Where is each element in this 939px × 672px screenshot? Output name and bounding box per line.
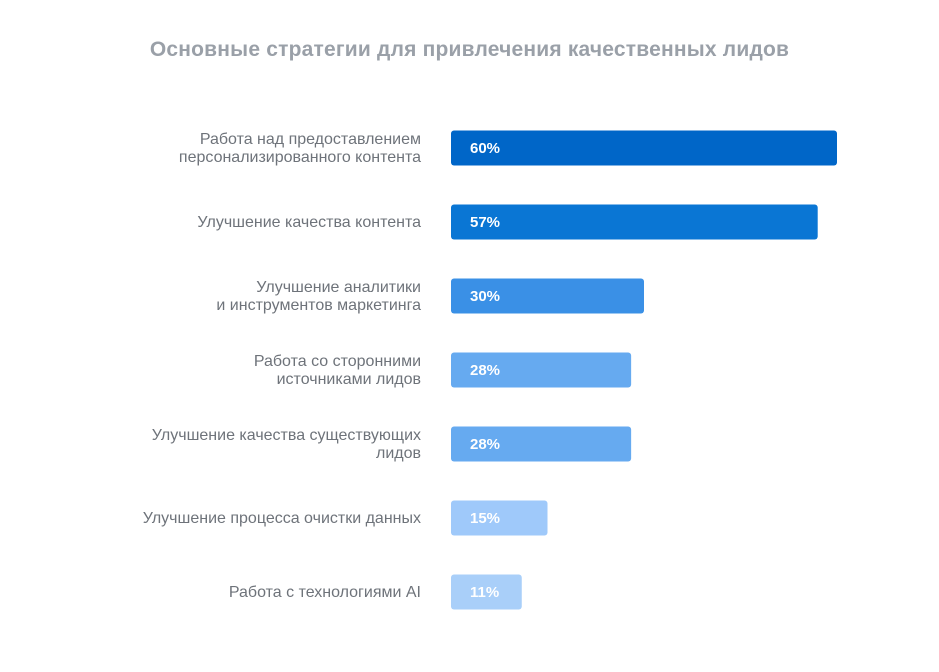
category-label-5-line-2: лидов [376, 445, 421, 462]
category-label-7-line-1: Работа с технологиями AI [229, 584, 421, 601]
bar-value-label-3: 30% [470, 288, 500, 305]
category-label-4-line-1: Работа со сторонними [254, 353, 421, 370]
bar-1 [451, 130, 837, 166]
category-label-6-line-1: Улучшение процесса очистки данных [143, 510, 421, 527]
bar-value-label-5: 28% [470, 436, 500, 453]
category-label-5-line-1: Улучшение качества существующих [152, 427, 421, 444]
category-label-1-line-1: Работа над предоставлением [200, 131, 421, 148]
bar-2 [451, 204, 818, 240]
category-label-3-line-2: и инструментов маркетинга [216, 297, 421, 314]
category-label-2-line-1: Улучшение качества контента [197, 214, 421, 231]
category-label-1-line-2: персонализированного контента [179, 149, 421, 166]
bar-5 [451, 426, 632, 462]
bar-value-label-7: 11% [470, 584, 499, 601]
bar-7 [451, 574, 522, 610]
bar-value-label-2: 57% [470, 214, 500, 231]
bar-3 [451, 278, 644, 314]
bar-6 [451, 500, 548, 536]
category-label-4-line-2: источниками лидов [277, 371, 421, 388]
bar-value-label-4: 28% [470, 362, 500, 379]
bar-4 [451, 352, 632, 388]
category-label-3-line-1: Улучшение аналитики [256, 279, 421, 296]
bar-value-label-6: 15% [470, 510, 500, 527]
bar-value-label-1: 60% [470, 140, 500, 157]
chart-title: Основные стратегии для привлечения качес… [149, 38, 790, 61]
